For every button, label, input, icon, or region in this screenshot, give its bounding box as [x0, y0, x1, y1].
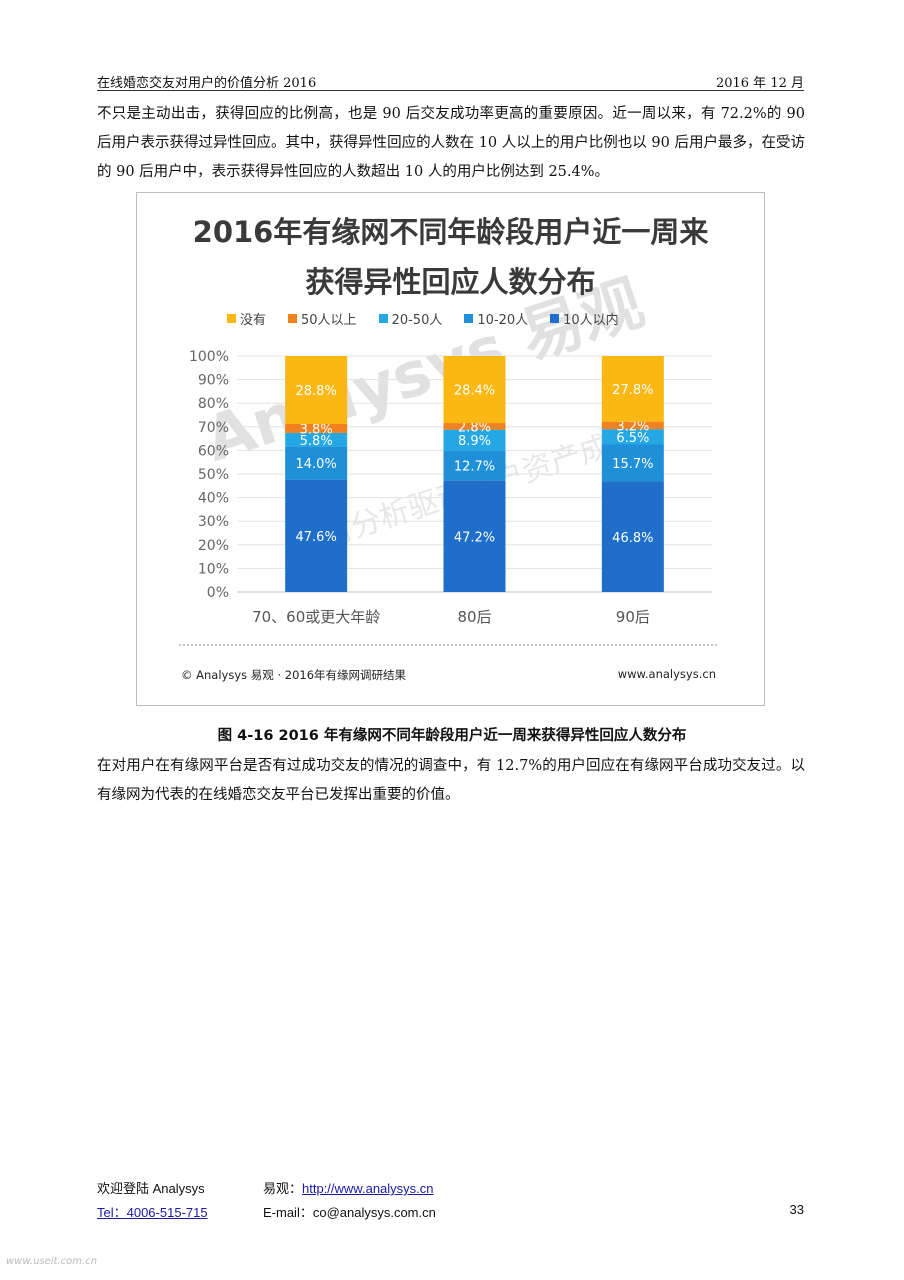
data-label: 47.2%: [454, 530, 495, 545]
y-tick-label: 70%: [198, 420, 229, 436]
legend-label: 10-20人: [477, 313, 529, 328]
y-tick-label: 50%: [198, 467, 229, 483]
data-label: 28.4%: [454, 384, 495, 399]
bar-segment: [601, 421, 664, 430]
footer-website-link[interactable]: http://www.analysys.cn: [302, 1181, 434, 1196]
bar-segment: [601, 356, 664, 422]
chart-title-line1: 2016年有缘网不同年龄段用户近一周来: [192, 215, 709, 249]
y-tick-label: 0%: [207, 585, 229, 601]
x-tick-label: 90后: [616, 608, 650, 626]
data-label: 5.8%: [300, 434, 333, 449]
legend-label: 没有: [240, 313, 267, 328]
header-title: 在线婚恋交友对用户的价值分析 2016: [97, 76, 317, 91]
footer-email[interactable]: E-mail：co@analysys.com.cn: [263, 1205, 436, 1220]
paragraph-2: 在对用户在有缘网平台是否有过成功交友的情况的调查中，有 12.7%的用户回应在有…: [97, 758, 805, 803]
legend-item: 没有: [227, 309, 266, 328]
data-label: 27.8%: [612, 383, 653, 398]
data-label: 3.2%: [616, 419, 649, 434]
bar-segment: [285, 356, 348, 424]
x-tick-label: 80后: [457, 608, 491, 626]
footer-tel[interactable]: Tel：4006-515-715: [97, 1205, 208, 1220]
bar-segment: [285, 479, 348, 592]
legend-swatch: [227, 314, 236, 323]
legend-label: 50人以上: [301, 313, 357, 328]
legend-swatch: [550, 314, 560, 323]
paragraph-1: 不只是主动出击，获得回应的比例高，也是 90 后交友成功率更高的重要原因。近一周…: [97, 106, 805, 180]
bar-segment: [443, 356, 506, 424]
y-tick-label: 60%: [198, 443, 229, 459]
data-label: 47.6%: [296, 530, 337, 545]
legend-item: 20-50人: [378, 309, 443, 328]
legend-item: 10-20人: [464, 309, 528, 328]
footer-welcome: 欢迎登陆 Analysys: [97, 1181, 205, 1196]
legend-item: 50人以上: [288, 309, 357, 328]
data-label: 12.7%: [454, 460, 495, 475]
legend-swatch: [288, 314, 298, 323]
legend-swatch: [378, 314, 388, 323]
bar-segment: [601, 444, 664, 482]
bar-segment: [443, 429, 506, 451]
chart-website: www.analysys.cn: [617, 667, 716, 681]
data-label: 8.9%: [458, 434, 491, 449]
y-tick-label: 80%: [198, 396, 229, 412]
bar-segment: [601, 481, 664, 592]
y-tick-label: 90%: [198, 373, 229, 389]
header-date: 2016 年 12 月: [715, 76, 804, 91]
stacked-bar-chart: 0% 10% 20% 30% 40% 50% 60% 70% 80% 90% 100% 47.6% 14…: [179, 349, 717, 646]
y-tick-label: 100%: [189, 349, 229, 365]
bar-segment: [443, 450, 506, 481]
y-tick-label: 30%: [198, 514, 229, 530]
legend-swatch: [464, 314, 474, 323]
y-tick-label: 40%: [198, 491, 229, 507]
data-label: 3.8%: [300, 422, 333, 437]
chart-figure: Analysys 易观 实时分析驱动用户资产成长 2016年有缘网不同年龄段用户…: [136, 192, 765, 706]
bar-segment: [285, 423, 348, 433]
figure-caption: 图 4-16 2016 年有缘网不同年龄段用户近一周来获得异性回应人数分布: [217, 728, 687, 744]
bar-segment: [443, 423, 506, 430]
data-label: 6.5%: [616, 431, 649, 446]
bar-segment: [285, 432, 348, 447]
footer-yiguan-label: 易观：: [263, 1181, 303, 1196]
data-label: 14.0%: [296, 457, 337, 472]
x-tick-label: 70、60或更大年龄: [252, 608, 380, 626]
chart-title-line2: 获得异性回应人数分布: [305, 265, 596, 299]
bar-segment: [601, 429, 664, 445]
page-header: 在线婚恋交友对用户的价值分析 2016 2016 年 12 月: [97, 68, 804, 91]
corner-watermark: www.useit.com.cn: [6, 1256, 98, 1267]
data-label: 15.7%: [612, 457, 653, 472]
legend-label: 20-50人: [391, 313, 443, 328]
chart-legend: 没有 50人以上 20-50人 10-20人 10人以内: [227, 309, 619, 328]
bar-segment: [285, 446, 348, 480]
data-label: 46.8%: [612, 531, 653, 546]
legend-item: 10人以内: [550, 309, 619, 328]
y-tick-label: 10%: [198, 561, 229, 577]
data-label: 2.8%: [458, 420, 491, 435]
page-number: 33: [789, 1202, 804, 1217]
chart-source: © Analysys 易观 · 2016年有缘网调研结果: [181, 668, 407, 682]
legend-label: 10人以内: [563, 313, 619, 328]
data-label: 28.8%: [296, 384, 337, 399]
bar-segment: [443, 480, 506, 592]
y-tick-label: 20%: [198, 538, 229, 554]
